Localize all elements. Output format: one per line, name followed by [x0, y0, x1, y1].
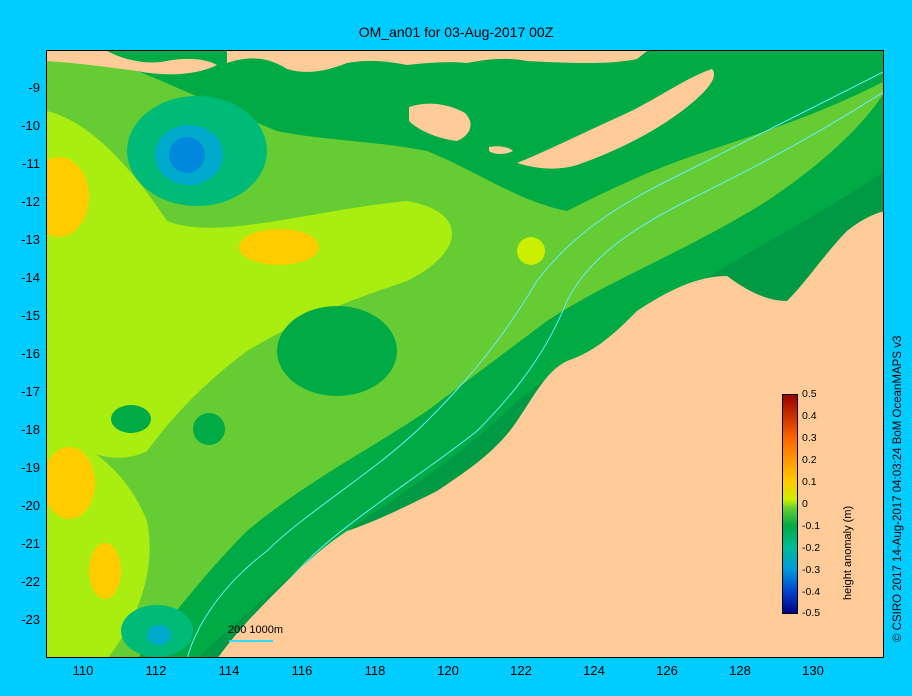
- high-anomaly-southwest: [47, 447, 95, 519]
- contour-1000m: [237, 91, 883, 657]
- y-tick-label: -9: [28, 80, 40, 95]
- y-tick-label: -13: [21, 232, 40, 247]
- x-tick-label: 118: [364, 663, 386, 678]
- x-tick-label: 122: [510, 663, 532, 678]
- y-tick-label: -22: [21, 574, 40, 589]
- y-tick-label: -19: [21, 460, 40, 475]
- x-tick-label: 126: [656, 663, 678, 678]
- colorbar-tick-label: 0: [802, 498, 808, 510]
- x-tick-label: 124: [583, 663, 605, 678]
- colorbar-tick-label: 0.2: [802, 454, 817, 466]
- high-anomaly-central: [239, 229, 319, 265]
- y-tick-label: -20: [21, 498, 40, 513]
- y-tick-label: -11: [22, 156, 40, 171]
- x-tick-label: 112: [145, 663, 167, 678]
- y-tick-label: -12: [21, 194, 40, 209]
- colorbar-tick-label: -0.2: [802, 542, 821, 554]
- contour-scale-line: [229, 640, 273, 642]
- y-tick-label: -10: [21, 118, 40, 133]
- island-rote: [489, 146, 513, 154]
- colorbar-label: height anomaly (m): [842, 505, 854, 600]
- y-tick-label: -14: [21, 270, 40, 285]
- negative-anomaly-small-2: [193, 413, 225, 445]
- y-tick-label: -17: [21, 384, 40, 399]
- colorbar-tick-label: 0.5: [802, 388, 817, 400]
- colorbar-tick-label: -0.5: [802, 607, 821, 619]
- x-tick-label: 110: [72, 663, 94, 678]
- colorbar-tick-label: 0.1: [802, 476, 817, 488]
- contour-scale-label: 200 1000m: [228, 624, 284, 636]
- colorbar-tick-label: 0.4: [802, 410, 817, 422]
- colorbar: [782, 394, 798, 614]
- small-high-anomaly: [517, 237, 545, 265]
- colorbar-tick-label: -0.3: [802, 564, 821, 576]
- map-canvas: [47, 51, 883, 657]
- island-west: [47, 51, 217, 75]
- australia-landmass: [218, 211, 883, 657]
- x-tick-label: 128: [729, 663, 751, 678]
- y-tick-label: -15: [21, 308, 40, 323]
- y-tick-label: -16: [21, 346, 40, 361]
- island-sumba: [409, 103, 471, 141]
- x-tick-label: 120: [437, 663, 459, 678]
- y-tick-label: -18: [21, 422, 40, 437]
- y-tick-label: -23: [21, 612, 40, 627]
- colorbar-tick-label: -0.1: [802, 520, 821, 532]
- lowest-anomaly-core: [169, 137, 205, 173]
- x-tick-label: 114: [218, 663, 240, 678]
- colorbar-tick-label: 0.3: [802, 432, 817, 444]
- negative-anomaly-central: [277, 306, 397, 396]
- lowest-anomaly-south: [147, 625, 171, 645]
- y-tick-label: -21: [21, 536, 40, 551]
- negative-anomaly-small-1: [111, 405, 151, 433]
- island-sumbawa-flores: [227, 51, 647, 72]
- high-anomaly-south: [89, 543, 121, 599]
- credit-text: © CSIRO 2017 14-Aug-2017 04:03:24 BoM Oc…: [892, 335, 904, 642]
- x-tick-label: 130: [802, 663, 824, 678]
- map-title: OM_an01 for 03-Aug-2017 00Z: [358, 24, 554, 40]
- contour-200m: [187, 71, 883, 657]
- x-tick-label: 116: [291, 663, 313, 678]
- colorbar-tick-label: -0.4: [802, 586, 821, 598]
- high-anomaly-west: [47, 157, 89, 237]
- positive-anomaly-west: [47, 111, 452, 458]
- height-anomaly-map: [46, 50, 884, 658]
- island-timor: [517, 69, 715, 169]
